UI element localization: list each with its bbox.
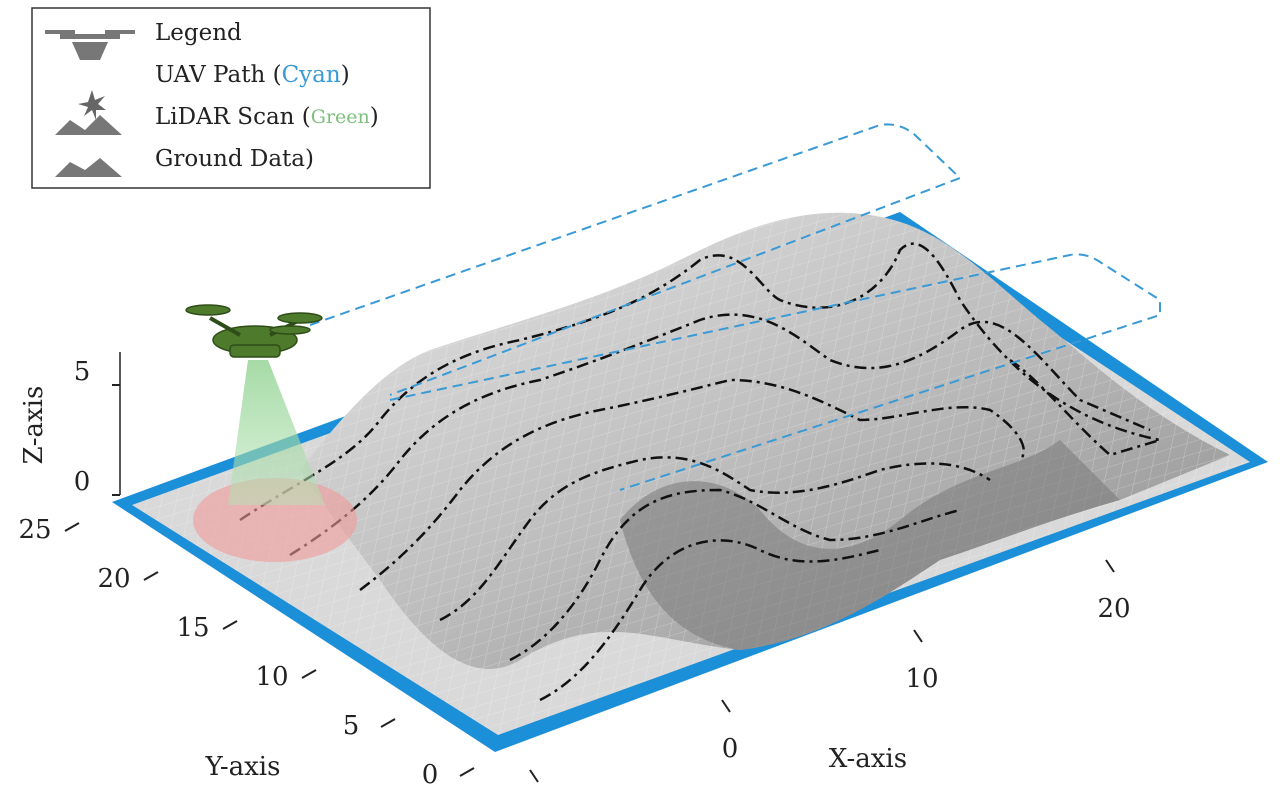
tick-label: 5 — [343, 711, 360, 741]
tick-mark — [143, 571, 159, 581]
tick-mark — [459, 767, 475, 777]
scan-path — [239, 242, 1161, 702]
legend-text: Ground Data) — [155, 146, 314, 172]
y-axis-label: Y-axis — [205, 752, 281, 782]
legend: Legend UAV Path (Cyan)LiDAR Scan (Green)… — [31, 7, 431, 189]
tick-mark — [301, 669, 317, 679]
legend-text: ) — [341, 62, 350, 88]
tick-label: 20 — [1097, 594, 1130, 624]
tick-mark — [529, 769, 539, 783]
tick-mark — [721, 699, 731, 713]
legend-text: LiDAR Scan ( — [155, 104, 311, 130]
tick-mark — [64, 522, 80, 532]
tick-label: 10 — [905, 664, 938, 694]
legend-text: UAV Path ( — [155, 62, 282, 88]
legend-entry: Ground Data) — [155, 146, 314, 172]
tick-mark — [222, 620, 238, 630]
z-axis-label: Z-axis — [19, 386, 49, 465]
terrain — [300, 212, 1230, 669]
tick-label: 10 — [255, 662, 288, 692]
tick-label: 25 — [18, 515, 51, 545]
tick-label: 0 — [74, 467, 91, 497]
tick-label: 0 — [722, 734, 739, 764]
tick-mark — [380, 718, 396, 728]
tick-label: 15 — [176, 613, 209, 643]
tick-mark — [913, 629, 923, 643]
x-axis-label: X-axis — [829, 744, 907, 774]
legend-title: Legend — [155, 20, 242, 46]
drone — [185, 304, 323, 358]
legend-text: Green — [311, 106, 370, 128]
legend-text: ) — [370, 104, 379, 130]
lidar-beam — [228, 360, 325, 505]
tick-label: 20 — [97, 564, 130, 594]
tick-label: 5 — [74, 357, 91, 387]
tick-mark — [1105, 559, 1115, 573]
legend-entry: UAV Path (Cyan) — [155, 62, 350, 88]
legend-text: Cyan — [282, 62, 341, 88]
legend-entry: LiDAR Scan (Green) — [155, 104, 379, 130]
uav-path — [309, 123, 1161, 491]
legend-icons — [45, 30, 135, 177]
tick-label: 0 — [422, 760, 439, 790]
